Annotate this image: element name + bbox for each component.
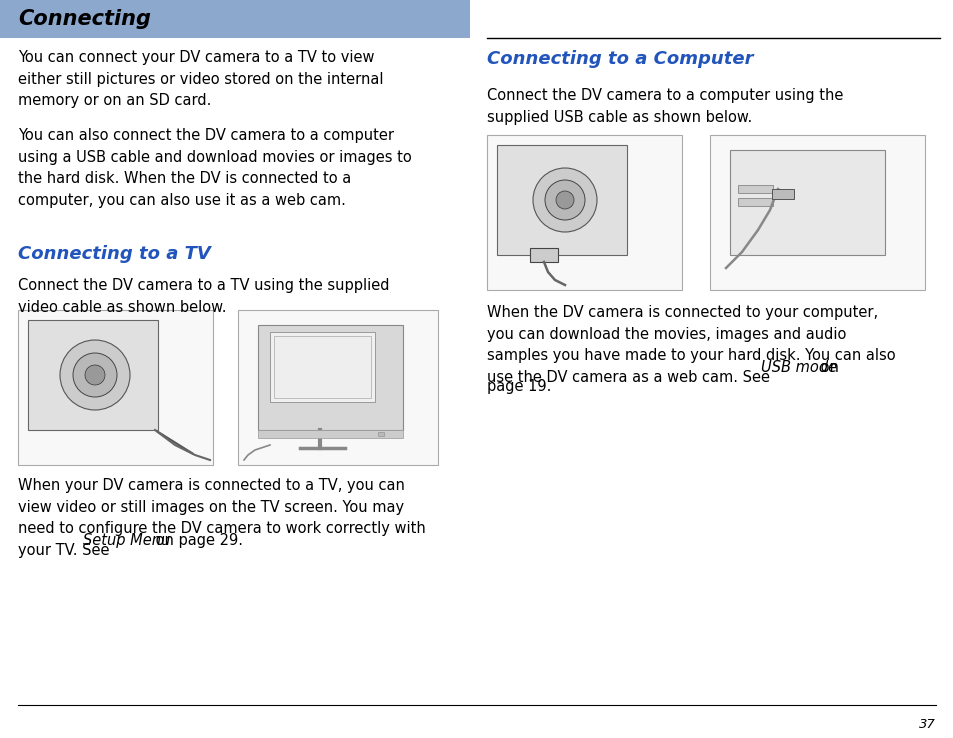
Bar: [729, 150, 884, 255]
Bar: [28, 320, 158, 430]
Bar: [257, 325, 402, 430]
Bar: [497, 145, 626, 255]
Text: You can connect your DV camera to a TV to view
either still pictures or video st: You can connect your DV camera to a TV t…: [18, 50, 383, 108]
Text: When your DV camera is connected to a TV, you can
view video or still images on : When your DV camera is connected to a TV…: [18, 478, 425, 558]
Bar: [771, 189, 793, 199]
Text: page 19.: page 19.: [486, 379, 551, 394]
Bar: [270, 332, 375, 402]
Text: You can also connect the DV camera to a computer
using a USB cable and download : You can also connect the DV camera to a …: [18, 128, 412, 208]
Bar: [0, 0, 470, 38]
Bar: [738, 185, 772, 193]
Bar: [709, 135, 924, 290]
Text: on: on: [815, 360, 838, 376]
Bar: [738, 198, 772, 206]
Circle shape: [533, 168, 597, 232]
Text: Connecting: Connecting: [18, 9, 151, 29]
Bar: [257, 430, 402, 438]
Text: Setup Menu: Setup Menu: [83, 534, 170, 548]
Circle shape: [60, 340, 130, 410]
Text: When the DV camera is connected to your computer,
you can download the movies, i: When the DV camera is connected to your …: [486, 305, 895, 384]
Circle shape: [544, 180, 584, 220]
Bar: [274, 336, 371, 398]
Bar: [530, 248, 558, 262]
Text: on page 29.: on page 29.: [151, 534, 243, 548]
Text: Connect the DV camera to a TV using the supplied
video cable as shown below.: Connect the DV camera to a TV using the …: [18, 278, 389, 314]
Circle shape: [73, 353, 117, 397]
Bar: [486, 135, 681, 290]
Text: Connect the DV camera to a computer using the
supplied USB cable as shown below.: Connect the DV camera to a computer usin…: [486, 88, 842, 125]
Text: USB mode: USB mode: [760, 360, 836, 376]
Text: 37: 37: [919, 718, 935, 731]
Text: Connecting to a Computer: Connecting to a Computer: [486, 50, 753, 68]
Bar: [237, 310, 437, 465]
Bar: [18, 310, 213, 465]
Circle shape: [85, 365, 105, 385]
Text: Connecting to a TV: Connecting to a TV: [18, 245, 211, 263]
Circle shape: [556, 191, 574, 209]
Bar: [377, 432, 384, 436]
